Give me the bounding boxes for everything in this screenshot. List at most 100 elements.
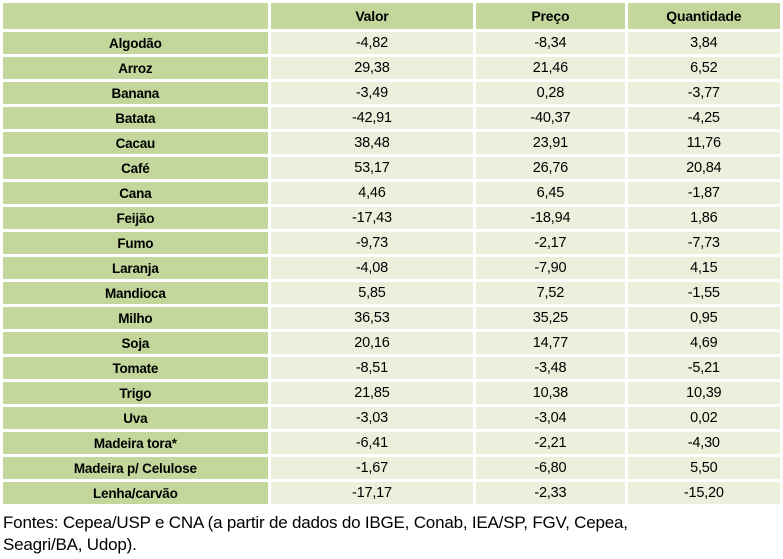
header-row: Valor Preço Quantidade bbox=[3, 3, 780, 29]
row-label: Arroz bbox=[3, 57, 268, 79]
value-cell: 0,02 bbox=[627, 407, 780, 429]
value-cell: 35,25 bbox=[476, 307, 625, 329]
value-cell: -1,67 bbox=[270, 457, 474, 479]
table-row: Feijão -17,43 -18,94 1,86 bbox=[3, 207, 780, 229]
value-cell: 11,76 bbox=[627, 132, 780, 154]
sources-note-line1: Fontes: Cepea/USP e CNA (a partir de dad… bbox=[3, 513, 628, 532]
value-cell: 6,52 bbox=[627, 57, 780, 79]
row-label: Algodão bbox=[3, 32, 268, 54]
value-cell: -6,41 bbox=[270, 432, 474, 454]
sources-note: Fontes: Cepea/USP e CNA (a partir de dad… bbox=[3, 512, 780, 557]
column-header-preco: Preço bbox=[476, 3, 625, 29]
value-cell: 10,39 bbox=[627, 382, 780, 404]
row-label: Batata bbox=[3, 107, 268, 129]
row-label: Madeira p/ Celulose bbox=[3, 457, 268, 479]
value-cell: 38,48 bbox=[270, 132, 474, 154]
table-row: Arroz 29,38 21,46 6,52 bbox=[3, 57, 780, 79]
value-cell: 36,53 bbox=[270, 307, 474, 329]
value-cell: -17,17 bbox=[270, 482, 474, 504]
value-cell: 5,50 bbox=[627, 457, 780, 479]
table-row: Uva -3,03 -3,04 0,02 bbox=[3, 407, 780, 429]
row-label: Milho bbox=[3, 307, 268, 329]
table-row: Madeira p/ Celulose -1,67 -6,80 5,50 bbox=[3, 457, 780, 479]
value-cell: -7,73 bbox=[627, 232, 780, 254]
value-cell: -8,34 bbox=[476, 32, 625, 54]
row-label: Cacau bbox=[3, 132, 268, 154]
value-cell: -6,80 bbox=[476, 457, 625, 479]
table-row: Lenha/carvão -17,17 -2,33 -15,20 bbox=[3, 482, 780, 504]
value-cell: -7,90 bbox=[476, 257, 625, 279]
row-label: Café bbox=[3, 157, 268, 179]
value-cell: 4,69 bbox=[627, 332, 780, 354]
value-cell: -4,08 bbox=[270, 257, 474, 279]
table-row: Trigo 21,85 10,38 10,39 bbox=[3, 382, 780, 404]
value-cell: -17,43 bbox=[270, 207, 474, 229]
value-cell: -3,48 bbox=[476, 357, 625, 379]
value-cell: -1,87 bbox=[627, 182, 780, 204]
table-row: Tomate -8,51 -3,48 -5,21 bbox=[3, 357, 780, 379]
value-cell: 0,95 bbox=[627, 307, 780, 329]
column-header-valor: Valor bbox=[270, 3, 474, 29]
value-cell: 53,17 bbox=[270, 157, 474, 179]
value-cell: -40,37 bbox=[476, 107, 625, 129]
row-label: Banana bbox=[3, 82, 268, 104]
table-row: Algodão -4,82 -8,34 3,84 bbox=[3, 32, 780, 54]
value-cell: 4,46 bbox=[270, 182, 474, 204]
column-header-product bbox=[3, 3, 268, 29]
value-cell: 7,52 bbox=[476, 282, 625, 304]
table-body: Algodão -4,82 -8,34 3,84 Arroz 29,38 21,46 6,52… bbox=[3, 32, 780, 504]
value-cell: 6,45 bbox=[476, 182, 625, 204]
value-cell: 29,38 bbox=[270, 57, 474, 79]
table-row: Soja 20,16 14,77 4,69 bbox=[3, 332, 780, 354]
row-label: Laranja bbox=[3, 257, 268, 279]
value-cell: -3,49 bbox=[270, 82, 474, 104]
commodity-table: Valor Preço Quantidade Algodão -4,82 -8,34… bbox=[3, 3, 780, 504]
row-label: Lenha/carvão bbox=[3, 482, 268, 504]
value-cell: -1,55 bbox=[627, 282, 780, 304]
value-cell: -2,33 bbox=[476, 482, 625, 504]
value-cell: -3,04 bbox=[476, 407, 625, 429]
table-row: Cacau 38,48 23,91 11,76 bbox=[3, 132, 780, 154]
value-cell: -2,21 bbox=[476, 432, 625, 454]
value-cell: -4,25 bbox=[627, 107, 780, 129]
table-row: Cana 4,46 6,45 -1,87 bbox=[3, 182, 780, 204]
value-cell: 14,77 bbox=[476, 332, 625, 354]
value-cell: -15,20 bbox=[627, 482, 780, 504]
column-header-quantidade: Quantidade bbox=[627, 3, 780, 29]
value-cell: 20,16 bbox=[270, 332, 474, 354]
table-row: Batata -42,91 -40,37 -4,25 bbox=[3, 107, 780, 129]
table-row: Laranja -4,08 -7,90 4,15 bbox=[3, 257, 780, 279]
value-cell: 1,86 bbox=[627, 207, 780, 229]
value-cell: -8,51 bbox=[270, 357, 474, 379]
value-cell: 3,84 bbox=[627, 32, 780, 54]
row-label: Mandioca bbox=[3, 282, 268, 304]
row-label: Feijão bbox=[3, 207, 268, 229]
sources-note-line2: Seagri/BA, Udop). bbox=[3, 535, 137, 555]
value-cell: -18,94 bbox=[476, 207, 625, 229]
value-cell: -5,21 bbox=[627, 357, 780, 379]
value-cell: 26,76 bbox=[476, 157, 625, 179]
row-label: Cana bbox=[3, 182, 268, 204]
table-row: Madeira tora* -6,41 -2,21 -4,30 bbox=[3, 432, 780, 454]
table-row: Fumo -9,73 -2,17 -7,73 bbox=[3, 232, 780, 254]
table-row: Milho 36,53 35,25 0,95 bbox=[3, 307, 780, 329]
value-cell: 21,46 bbox=[476, 57, 625, 79]
value-cell: -3,03 bbox=[270, 407, 474, 429]
row-label: Madeira tora* bbox=[3, 432, 268, 454]
table-row: Banana -3,49 0,28 -3,77 bbox=[3, 82, 780, 104]
value-cell: 21,85 bbox=[270, 382, 474, 404]
value-cell: -9,73 bbox=[270, 232, 474, 254]
value-cell: 20,84 bbox=[627, 157, 780, 179]
row-label: Soja bbox=[3, 332, 268, 354]
table-row: Mandioca 5,85 7,52 -1,55 bbox=[3, 282, 780, 304]
value-cell: 0,28 bbox=[476, 82, 625, 104]
row-label: Uva bbox=[3, 407, 268, 429]
table-row: Café 53,17 26,76 20,84 bbox=[3, 157, 780, 179]
row-label: Tomate bbox=[3, 357, 268, 379]
value-cell: 10,38 bbox=[476, 382, 625, 404]
value-cell: -4,82 bbox=[270, 32, 474, 54]
row-label: Trigo bbox=[3, 382, 268, 404]
value-cell: 5,85 bbox=[270, 282, 474, 304]
value-cell: -4,30 bbox=[627, 432, 780, 454]
value-cell: -42,91 bbox=[270, 107, 474, 129]
